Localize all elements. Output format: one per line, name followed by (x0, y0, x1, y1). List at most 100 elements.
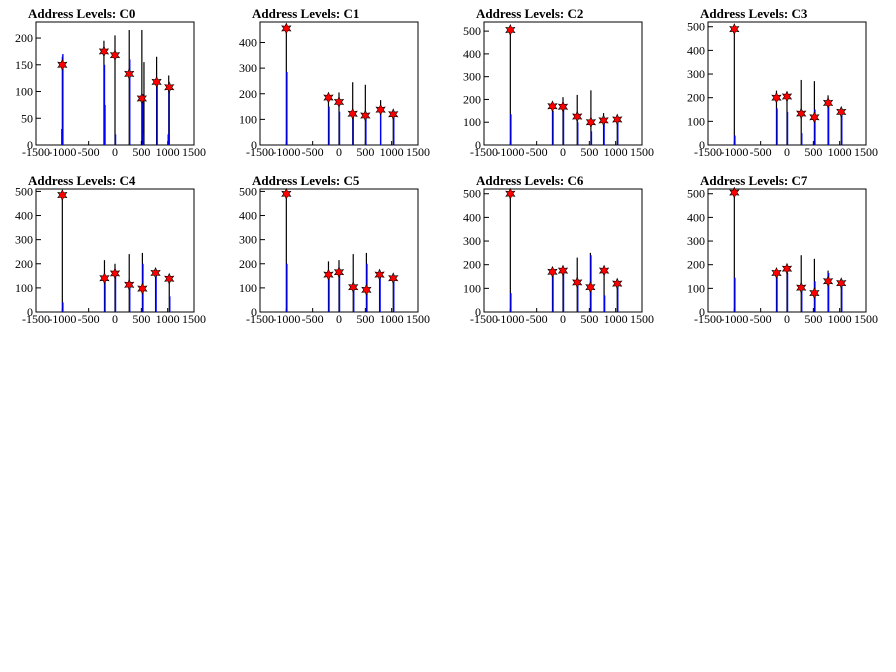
peak-marker (781, 262, 793, 275)
peak-marker (137, 282, 148, 295)
peak-marker (612, 277, 623, 290)
y-tick-label: 500 (687, 187, 705, 201)
y-tick-label: 300 (463, 234, 481, 248)
peak-marker (124, 67, 135, 80)
x-tick-label: 1000 (380, 312, 404, 326)
y-tick-label: 300 (239, 233, 257, 247)
peak-marker (505, 187, 516, 200)
y-tick-label: 200 (239, 87, 257, 101)
x-tick-label: -1000 (496, 145, 524, 159)
y-tick-label: 200 (463, 92, 481, 106)
x-tick-label: 0 (336, 145, 342, 159)
peak-marker (98, 45, 110, 58)
y-tick-label: 200 (463, 258, 481, 272)
peak-marker (771, 91, 782, 104)
y-tick-label: 100 (15, 281, 33, 295)
chart-panel-0: Address Levels: C0 0 50 100 150 200 -1500-1000… (15, 6, 206, 159)
x-tick-label: 1500 (630, 145, 654, 159)
peak-marker (164, 272, 175, 285)
y-tick-label: 300 (15, 233, 33, 247)
peak-marker (374, 268, 385, 281)
peak-marker (612, 113, 623, 126)
chart-title: Address Levels: C2 (476, 6, 583, 21)
peak-marker (598, 264, 610, 277)
x-tick-label: -500 (302, 312, 324, 326)
peak-marker (333, 266, 345, 279)
x-tick-label: 1500 (630, 312, 654, 326)
x-tick-label: -1000 (48, 312, 76, 326)
y-tick-label: 100 (463, 281, 481, 295)
y-tick-label: 200 (687, 91, 705, 105)
x-tick-label: -1000 (720, 312, 748, 326)
x-tick-label: 500 (804, 145, 822, 159)
y-tick-label: 0 (251, 138, 257, 152)
x-tick-label: 0 (336, 312, 342, 326)
x-tick-label: 1500 (854, 312, 878, 326)
peak-marker (323, 91, 334, 104)
x-tick-label: -1500 (246, 145, 274, 159)
y-tick-label: 200 (239, 257, 257, 271)
peak-marker (557, 264, 569, 277)
chart-title: Address Levels: C6 (476, 173, 584, 188)
peak-marker (361, 283, 372, 296)
y-tick-label: 400 (463, 210, 481, 224)
peak-marker (375, 103, 386, 116)
y-tick-label: 200 (15, 31, 33, 45)
y-tick-label: 200 (15, 257, 33, 271)
peak-marker (547, 100, 558, 113)
x-tick-label: 500 (356, 145, 374, 159)
peak-marker (347, 107, 358, 120)
peak-marker (729, 23, 740, 36)
peak-marker (151, 75, 162, 88)
x-tick-label: 0 (560, 145, 566, 159)
x-tick-label: -1500 (470, 145, 498, 159)
x-tick-label: 1000 (828, 145, 852, 159)
chart-title: Address Levels: C0 (28, 6, 135, 21)
x-tick-label: 1500 (182, 145, 206, 159)
x-tick-label: 500 (132, 145, 150, 159)
y-tick-label: 0 (475, 138, 481, 152)
y-tick-label: 300 (687, 67, 705, 81)
peak-marker (388, 108, 399, 121)
peak-marker (836, 105, 847, 118)
x-tick-label: -1500 (694, 312, 722, 326)
y-tick-label: 300 (463, 70, 481, 84)
x-tick-label: -1500 (22, 145, 50, 159)
x-tick-label: -500 (526, 145, 548, 159)
chart-title: Address Levels: C5 (252, 173, 360, 188)
peak-marker (547, 265, 558, 278)
peak-marker (109, 49, 121, 62)
y-tick-label: 0 (27, 138, 33, 152)
y-tick-label: 400 (687, 43, 705, 57)
x-tick-label: -500 (302, 145, 324, 159)
x-tick-label: 1000 (604, 312, 628, 326)
x-tick-label: -500 (78, 312, 100, 326)
peak-marker (99, 272, 110, 285)
chart-title: Address Levels: C7 (700, 173, 808, 188)
chart-panel-1: Address Levels: C1 0 100 200 300 400 -1500-100… (239, 6, 430, 159)
x-tick-label: 1500 (406, 312, 430, 326)
y-tick-label: 50 (21, 111, 33, 125)
y-tick-label: 400 (15, 209, 33, 223)
peak-marker (109, 267, 121, 280)
y-tick-label: 100 (239, 281, 257, 295)
x-tick-label: -1000 (496, 312, 524, 326)
chart-panel-6: Address Levels: C60100200300400500-1500-… (463, 173, 654, 326)
x-tick-label: -1000 (720, 145, 748, 159)
x-tick-label: -1500 (246, 312, 274, 326)
y-tick-label: 300 (239, 61, 257, 75)
y-tick-label: 500 (15, 184, 33, 198)
x-tick-label: -500 (526, 312, 548, 326)
x-tick-label: 500 (132, 312, 150, 326)
x-tick-label: 1000 (604, 145, 628, 159)
x-tick-label: 1000 (156, 312, 180, 326)
y-tick-label: 100 (687, 114, 705, 128)
x-tick-label: -1000 (272, 312, 300, 326)
x-tick-label: -1500 (22, 312, 50, 326)
peak-marker (360, 109, 371, 122)
y-tick-label: 500 (463, 187, 481, 201)
y-tick-label: 0 (251, 305, 257, 319)
x-tick-label: -1000 (272, 145, 300, 159)
peak-marker (333, 96, 345, 108)
peak-marker (809, 287, 820, 300)
